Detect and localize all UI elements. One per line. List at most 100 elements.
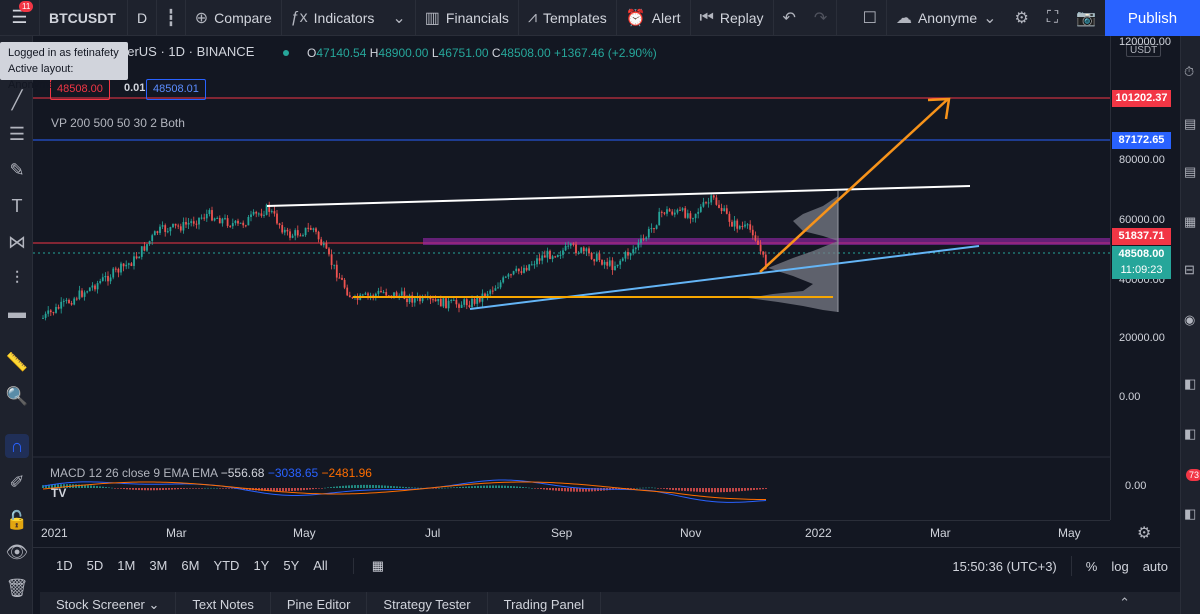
candle-body: [216, 217, 219, 219]
candle-body: [439, 298, 442, 307]
lock-pencil-icon[interactable]: ✐: [9, 472, 25, 492]
upper-trendline[interactable]: [266, 185, 971, 207]
percent-toggle[interactable]: %: [1085, 558, 1098, 574]
lower-trendline[interactable]: [469, 245, 980, 310]
main-menu-button[interactable]: ☰ 11: [0, 0, 40, 36]
settings-button[interactable]: ⚙: [1006, 0, 1038, 36]
data-window-icon[interactable]: ▦: [1184, 214, 1197, 229]
fib-tool-icon[interactable]: ☰: [8, 124, 26, 144]
time-axis[interactable]: 2021 Mar May Jul Sep Nov 2022 Mar May: [33, 520, 1110, 546]
snapshot-button[interactable]: 📷: [1067, 0, 1105, 36]
candle-body: [450, 300, 453, 302]
pattern-tool-icon[interactable]: ⋈: [8, 232, 26, 252]
low-value: 46751.00: [438, 46, 489, 60]
tab-trading-panel[interactable]: Trading Panel: [488, 592, 602, 614]
candle-body: [78, 290, 81, 300]
symbol-search-button[interactable]: BTCUSDT: [40, 0, 128, 36]
layout-button[interactable]: ☁ Anonyme ⌄: [887, 0, 1006, 36]
auto-toggle[interactable]: auto: [1142, 558, 1168, 574]
macd-histogram-bar: [438, 487, 440, 489]
log-toggle[interactable]: log: [1111, 558, 1129, 574]
watchlist-icon[interactable]: ⏱: [1184, 64, 1195, 79]
macd-histogram-bar: [525, 487, 527, 488]
notifications-icon[interactable]: ◧: [1184, 426, 1197, 441]
range-3m[interactable]: 3M: [149, 558, 168, 573]
magnet-icon[interactable]: ∩: [5, 434, 29, 458]
price-axis[interactable]: USDT 120000.00 80000.00 60000.00 40000.0…: [1110, 36, 1180, 520]
macd-histogram-bar: [465, 486, 467, 488]
resistance-zone[interactable]: [423, 238, 1110, 245]
redo-button[interactable]: ↷: [805, 0, 838, 36]
ideas-icon[interactable]: ◉: [1184, 312, 1196, 327]
zoom-in-icon[interactable]: 🔍: [5, 386, 29, 406]
range-5y[interactable]: 5Y: [283, 558, 300, 573]
ruler-icon[interactable]: 📏: [5, 352, 29, 372]
financials-button[interactable]: ▥ Financials: [416, 0, 519, 36]
macd-histogram-bar: [396, 486, 398, 488]
macd-histogram-bar: [732, 488, 734, 492]
tab-label: Stock Screener: [56, 597, 145, 612]
lock-icon[interactable]: 🔓: [5, 510, 29, 530]
range-6m[interactable]: 6M: [181, 558, 200, 573]
range-ytd[interactable]: YTD: [213, 558, 240, 573]
calendar-icon[interactable]: ▤: [1184, 116, 1197, 131]
fullscreen-button[interactable]: ⛶: [1038, 0, 1067, 36]
top-toolbar: ☰ 11 BTCUSDT D ┇ ⊕ Compare ƒx Indicators…: [0, 0, 1200, 36]
volume-profile-legend[interactable]: VP 200 500 50 30 2 Both: [51, 116, 185, 130]
candle-body: [263, 214, 265, 216]
candle-body: [528, 264, 531, 271]
fullscreen-layout-button[interactable]: ☐: [854, 0, 887, 36]
chart-settings-gear-icon[interactable]: ⚙: [1137, 525, 1152, 542]
news-icon[interactable]: ▤: [1184, 164, 1197, 179]
publish-button[interactable]: Publish: [1105, 0, 1200, 36]
text-tool-icon[interactable]: T: [11, 196, 23, 216]
range-all[interactable]: All: [313, 558, 328, 573]
candle-body: [265, 204, 268, 215]
buy-button[interactable]: 48508.01: [146, 79, 206, 100]
pen-icon[interactable]: ◧: [1184, 506, 1197, 521]
interval-button[interactable]: D: [128, 0, 158, 36]
currency-label[interactable]: USDT: [1126, 44, 1162, 57]
indicators-button[interactable]: ƒx Indicators: [282, 0, 384, 36]
range-5d[interactable]: 5D: [86, 558, 104, 573]
alert-button[interactable]: ⏰ Alert: [617, 0, 691, 36]
chat-icon[interactable]: ◧: [1184, 376, 1197, 391]
range-1m[interactable]: 1M: [117, 558, 136, 573]
macd-legend[interactable]: MACD 12 26 close 9 EMA EMA −556.68 −3038…: [50, 466, 372, 480]
chart-type-button[interactable]: ┇: [157, 0, 186, 36]
range-1d[interactable]: 1D: [56, 558, 73, 573]
macd-histogram-bar: [522, 487, 524, 488]
macd-histogram-bar: [312, 488, 314, 490]
tab-stock-screener[interactable]: Stock Screener ⌄: [40, 592, 177, 614]
candle-body: [242, 222, 245, 226]
undo-button[interactable]: ↶: [774, 0, 805, 36]
eye-icon[interactable]: 👁: [5, 542, 29, 562]
collapse-panel-icon[interactable]: ⌃: [1119, 595, 1130, 610]
brush-tool-icon[interactable]: ✎: [9, 160, 25, 180]
macd-histogram-bar: [642, 487, 644, 489]
goto-date-calendar-icon[interactable]: ▦: [352, 557, 391, 574]
compare-button[interactable]: ⊕ Compare: [186, 0, 282, 36]
candle-body: [229, 225, 232, 227]
price-label-red-mid: 51837.71: [1112, 228, 1171, 245]
replay-button[interactable]: ⏮ Replay: [691, 0, 774, 36]
indicators-dropdown[interactable]: ⌄: [383, 0, 416, 36]
macd-histogram-bar: [207, 487, 209, 489]
clock-display[interactable]: 15:50:36 (UTC+3): [952, 558, 1057, 574]
tab-pine-editor[interactable]: Pine Editor: [271, 592, 368, 614]
candle-body: [289, 231, 291, 238]
candle-body: [190, 221, 193, 223]
prediction-tool-icon[interactable]: ⫶: [14, 268, 20, 288]
trash-icon[interactable]: 🗑: [5, 578, 29, 598]
macd-histogram-bar: [216, 487, 218, 489]
trendline-tool-icon[interactable]: ╱: [11, 90, 23, 110]
templates-button[interactable]: ⩘ Templates: [519, 0, 617, 36]
tab-strategy-tester[interactable]: Strategy Tester: [367, 592, 488, 614]
hotlist-icon[interactable]: ⊟: [1184, 262, 1195, 277]
icon-tool-icon[interactable]: ▬: [8, 302, 26, 322]
tab-text-notes[interactable]: Text Notes: [176, 592, 271, 614]
projection-arrow[interactable]: [759, 98, 949, 273]
price-chart[interactable]: [33, 36, 1110, 520]
macd-histogram-bar: [447, 487, 449, 489]
range-1y[interactable]: 1Y: [253, 558, 270, 573]
